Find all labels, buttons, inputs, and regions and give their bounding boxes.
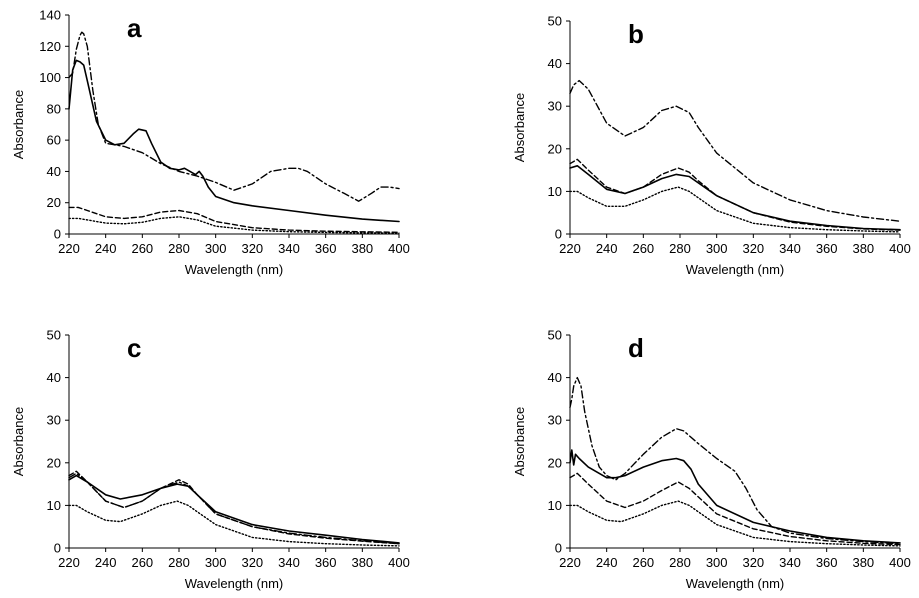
y-tick-label: 50 xyxy=(548,328,562,343)
x-tick-label: 360 xyxy=(816,241,838,256)
x-tick-label: 360 xyxy=(315,555,337,570)
x-tick-label: 260 xyxy=(131,241,153,256)
series-line-solid xyxy=(68,59,400,223)
x-axis-title: Wavelength (nm) xyxy=(686,576,785,591)
series-line-dashdot xyxy=(569,376,901,545)
series-line-dashed xyxy=(569,472,901,546)
series-line-dotted xyxy=(569,186,901,233)
series-line-solid xyxy=(569,449,901,544)
series-line-dashdot xyxy=(569,79,901,222)
x-tick-label: 260 xyxy=(632,555,654,570)
chart-panel-b: 0 10 20 30 40 50 220 240 260 280 300 320 340 360 380 40… xyxy=(512,14,911,278)
chart-panel-c: 0 10 20 30 40 50 220 240 260 280 300 320 340 360 380 40… xyxy=(11,328,410,592)
series-line-dashdot xyxy=(68,472,400,545)
y-tick-label: 20 xyxy=(47,195,61,210)
series-line-solid xyxy=(569,165,901,231)
y-axis-title: Absorbance xyxy=(512,93,527,162)
x-tick-label: 300 xyxy=(706,555,728,570)
y-tick-label: 80 xyxy=(47,101,61,116)
x-tick-label: 220 xyxy=(559,555,581,570)
x-tick-label: 280 xyxy=(669,241,691,256)
x-tick-label: 400 xyxy=(388,555,410,570)
x-tick-label: 320 xyxy=(241,555,263,570)
y-tick-label: 0 xyxy=(54,227,61,242)
y-tick-label: 10 xyxy=(548,498,562,513)
x-tick-label: 280 xyxy=(669,555,691,570)
y-tick-label: 40 xyxy=(548,56,562,71)
y-tick-label: 50 xyxy=(47,328,61,343)
x-tick-label: 260 xyxy=(632,241,654,256)
panel-letter: b xyxy=(628,19,644,49)
x-tick-label: 400 xyxy=(889,241,911,256)
x-tick-label: 300 xyxy=(706,241,728,256)
x-tick-label: 280 xyxy=(168,241,190,256)
y-tick-label: 0 xyxy=(555,227,562,242)
x-tick-label: 280 xyxy=(168,555,190,570)
x-tick-label: 240 xyxy=(596,241,618,256)
y-tick-label: 10 xyxy=(548,184,562,199)
panel-letter: c xyxy=(127,333,141,363)
x-tick-label: 400 xyxy=(388,241,410,256)
series-line-dotted xyxy=(68,500,400,547)
series-line-dashed xyxy=(569,158,901,231)
x-tick-label: 260 xyxy=(131,555,153,570)
series-line-dotted xyxy=(569,500,901,547)
x-axis-title: Wavelength (nm) xyxy=(185,262,284,277)
y-tick-label: 40 xyxy=(548,370,562,385)
series-line-dotted xyxy=(68,216,400,234)
x-tick-label: 320 xyxy=(742,555,764,570)
y-axis-title: Absorbance xyxy=(11,407,26,476)
x-tick-label: 380 xyxy=(351,555,373,570)
x-tick-label: 240 xyxy=(596,555,618,570)
y-tick-label: 20 xyxy=(47,455,61,470)
y-axis-title: Absorbance xyxy=(11,90,26,159)
x-tick-label: 380 xyxy=(351,241,373,256)
series-line-dashed xyxy=(68,206,400,234)
x-tick-label: 240 xyxy=(95,241,117,256)
x-tick-label: 380 xyxy=(852,241,874,256)
y-tick-label: 40 xyxy=(47,164,61,179)
series-line-dashed xyxy=(68,470,400,545)
panel-letter: d xyxy=(628,333,644,363)
y-tick-label: 100 xyxy=(39,70,61,85)
chart-panel-a: 0 20 40 60 80 100 120 140 220 240 260 280 300 320 340 3… xyxy=(11,8,410,278)
y-tick-label: 20 xyxy=(548,141,562,156)
x-tick-label: 220 xyxy=(58,555,80,570)
y-tick-label: 120 xyxy=(39,39,61,54)
series-line-solid xyxy=(68,474,400,544)
x-tick-label: 340 xyxy=(278,555,300,570)
y-tick-label: 30 xyxy=(548,99,562,114)
x-axis-title: Wavelength (nm) xyxy=(185,576,284,591)
y-tick-label: 20 xyxy=(548,455,562,470)
x-tick-label: 340 xyxy=(779,555,801,570)
x-tick-label: 220 xyxy=(559,241,581,256)
x-tick-label: 220 xyxy=(58,241,80,256)
y-tick-label: 0 xyxy=(555,541,562,556)
x-tick-label: 320 xyxy=(742,241,764,256)
y-tick-label: 0 xyxy=(54,541,61,556)
x-tick-label: 360 xyxy=(315,241,337,256)
y-tick-label: 10 xyxy=(47,498,61,513)
panel-letter: a xyxy=(127,13,142,43)
x-tick-label: 340 xyxy=(779,241,801,256)
y-tick-label: 40 xyxy=(47,370,61,385)
x-tick-label: 300 xyxy=(205,555,227,570)
y-tick-label: 60 xyxy=(47,133,61,148)
y-tick-label: 30 xyxy=(47,413,61,428)
x-axis-title: Wavelength (nm) xyxy=(686,262,785,277)
x-tick-label: 320 xyxy=(241,241,263,256)
x-tick-label: 300 xyxy=(205,241,227,256)
x-tick-label: 340 xyxy=(278,241,300,256)
x-tick-label: 380 xyxy=(852,555,874,570)
y-tick-label: 140 xyxy=(39,8,61,23)
y-axis-title: Absorbance xyxy=(512,407,527,476)
x-tick-label: 240 xyxy=(95,555,117,570)
x-tick-label: 400 xyxy=(889,555,911,570)
y-tick-label: 50 xyxy=(548,14,562,29)
x-tick-label: 360 xyxy=(816,555,838,570)
y-tick-label: 30 xyxy=(548,413,562,428)
chart-panel-d: 0 10 20 30 40 50 220 240 260 280 300 320 340 360 380 40… xyxy=(512,328,911,592)
series-line-dashdot xyxy=(68,31,400,202)
